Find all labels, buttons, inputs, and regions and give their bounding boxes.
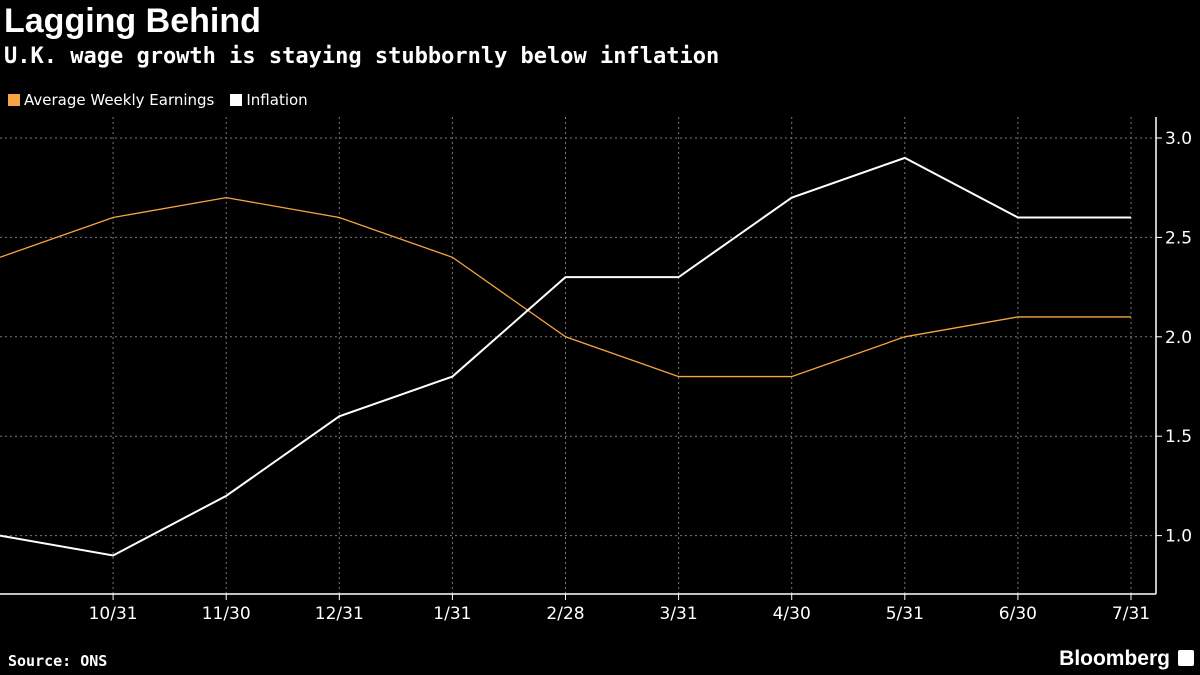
x-tick-label: 12/31 bbox=[315, 604, 364, 624]
legend-swatch-inflation bbox=[230, 94, 243, 106]
bloomberg-chart-icon bbox=[1178, 650, 1194, 666]
y-tick-label: 2.0 bbox=[1165, 328, 1192, 348]
x-tick-label: 4/30 bbox=[773, 604, 811, 624]
chart-subtitle: U.K. wage growth is staying stubbornly b… bbox=[4, 44, 720, 69]
legend-swatch-earnings bbox=[8, 94, 20, 106]
legend-item-inflation: Inflation bbox=[230, 91, 308, 109]
y-tick-label: 1.5 bbox=[1165, 427, 1192, 447]
y-tick-label: 3.0 bbox=[1165, 129, 1192, 149]
legend: Average Weekly Earnings Inflation bbox=[8, 91, 308, 109]
source-note: Source: ONS bbox=[8, 652, 108, 670]
y-tick-label: 2.5 bbox=[1165, 228, 1192, 248]
x-tick-label: 10/31 bbox=[89, 604, 138, 624]
x-tick-label: 6/30 bbox=[999, 604, 1037, 624]
x-tick-label: 3/31 bbox=[660, 604, 698, 624]
x-tick-label: 7/31 bbox=[1112, 604, 1150, 624]
legend-label-inflation: Inflation bbox=[246, 91, 308, 109]
legend-item-earnings: Average Weekly Earnings bbox=[8, 91, 214, 109]
chart-title: Lagging Behind bbox=[4, 2, 261, 40]
x-tick-label: 1/31 bbox=[433, 604, 471, 624]
y-tick-label: 1.0 bbox=[1165, 527, 1192, 547]
x-tick-label: 5/31 bbox=[886, 604, 924, 624]
x-tick-label: 2/28 bbox=[546, 604, 584, 624]
x-tick-label: 11/30 bbox=[202, 604, 251, 624]
legend-label-earnings: Average Weekly Earnings bbox=[24, 91, 215, 109]
bloomberg-logo: Bloomberg bbox=[1059, 647, 1170, 670]
